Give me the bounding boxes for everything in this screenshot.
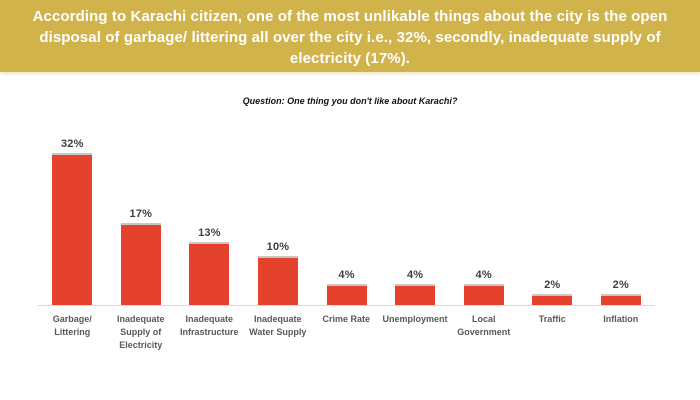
chart-title: Question: One thing you don't like about… bbox=[242, 96, 458, 106]
bar-value-label: 32% bbox=[60, 138, 84, 150]
bar-column: 2% bbox=[518, 279, 587, 305]
bar-column: 4% bbox=[381, 269, 450, 305]
headline-banner: According to Karachi citizen, one of the… bbox=[0, 0, 700, 72]
bar bbox=[257, 256, 298, 305]
bar-column: 10% bbox=[244, 241, 313, 305]
bar bbox=[463, 284, 504, 305]
bar-value-label: 13% bbox=[198, 227, 221, 239]
bar-value-label: 10% bbox=[266, 241, 290, 253]
bar-column: 17% bbox=[107, 208, 176, 305]
bar-value-label: 2% bbox=[544, 279, 561, 291]
category-label: Garbage/ Littering bbox=[52, 314, 92, 338]
category-label: Inadequate Infrastructure bbox=[179, 314, 239, 338]
category-label: Inflation bbox=[603, 314, 639, 324]
bar-value-label: 4% bbox=[406, 269, 424, 281]
bar bbox=[189, 242, 230, 305]
bar-column: 32% bbox=[38, 138, 107, 305]
category-label: Inadequate Water Supply bbox=[249, 314, 307, 338]
bar-column: 4% bbox=[449, 269, 518, 305]
bar-column: 13% bbox=[175, 227, 244, 305]
bar bbox=[600, 294, 641, 305]
category-label: Inadequate Supply of Electricity bbox=[116, 314, 165, 351]
bar-chart: 32% 17% 13% 10% 4% 4% 4% 2% 2% Garbage/ Litterin… bbox=[38, 134, 655, 352]
category-label: Local Government bbox=[457, 314, 511, 338]
bar bbox=[326, 284, 367, 305]
bar bbox=[120, 223, 161, 305]
bar-value-label: 17% bbox=[129, 208, 153, 220]
bar bbox=[395, 284, 436, 305]
bar bbox=[532, 294, 573, 305]
category-axis: Garbage/ Littering Inadequate Supply of E… bbox=[38, 306, 655, 352]
bar bbox=[52, 153, 93, 305]
category-label: Unemployment bbox=[382, 314, 448, 324]
plot-area: 32% 17% 13% 10% 4% 4% 4% 2% 2% bbox=[38, 134, 655, 306]
headline-text: According to Karachi citizen, one of the… bbox=[32, 7, 668, 67]
bar-column: 4% bbox=[312, 269, 381, 305]
bar-value-label: 4% bbox=[475, 269, 492, 281]
bar-value-label: 4% bbox=[338, 269, 355, 281]
bar-column: 2% bbox=[587, 279, 656, 305]
category-label: Traffic bbox=[538, 314, 566, 324]
bar-value-label: 2% bbox=[612, 279, 629, 291]
category-label: Crime Rate bbox=[322, 314, 371, 324]
